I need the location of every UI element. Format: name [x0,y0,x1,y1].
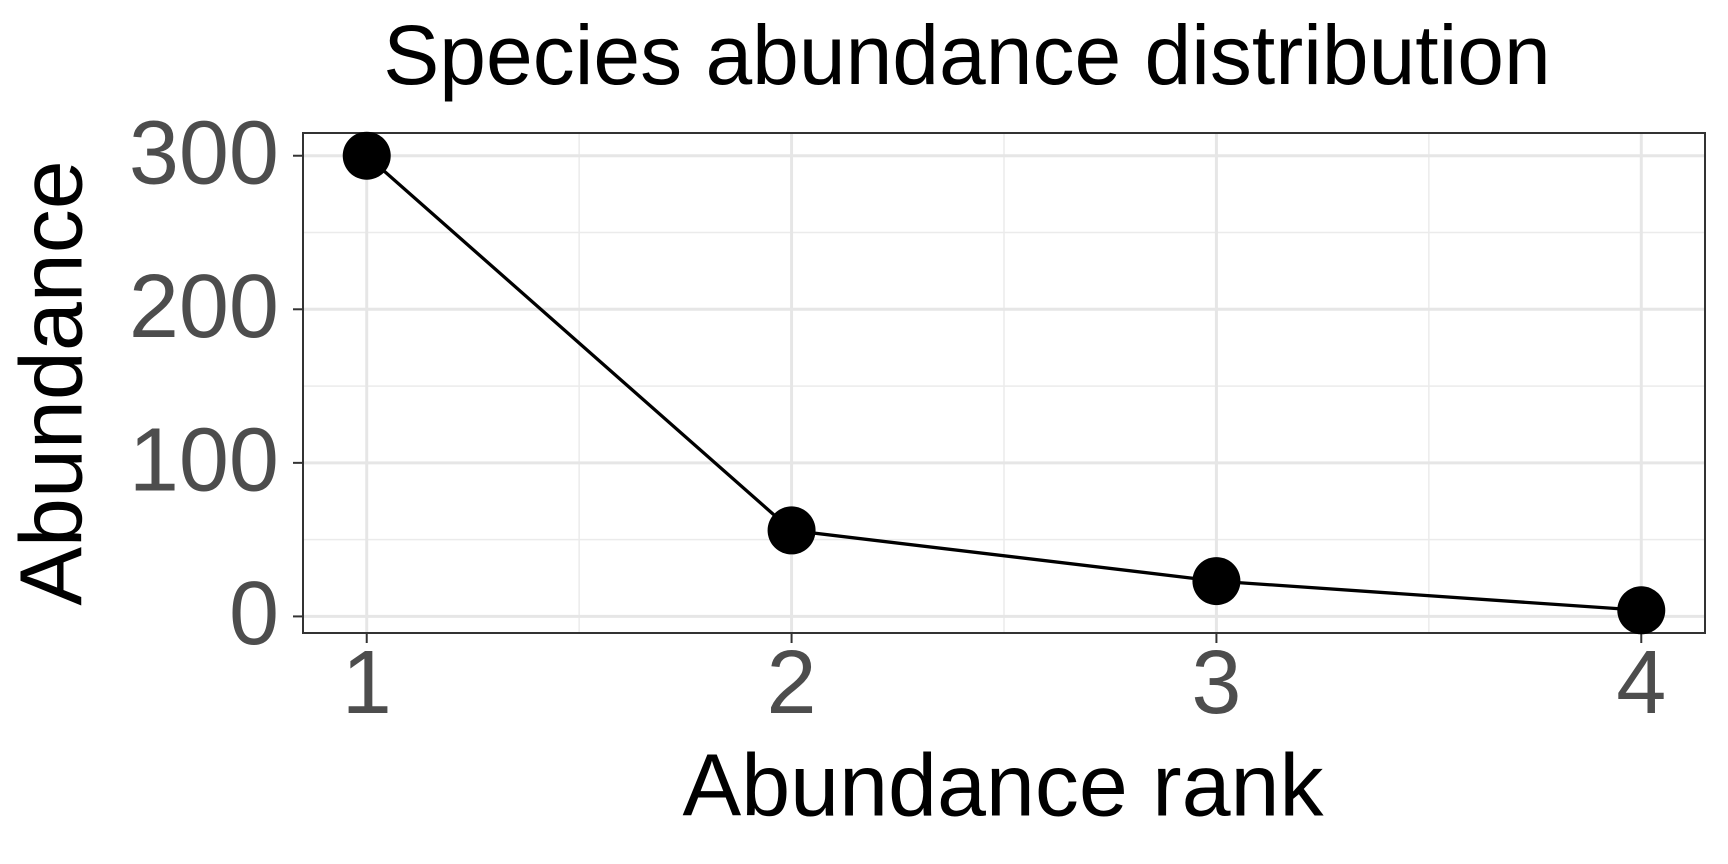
plot-panel-border [302,132,1706,634]
chart-title: Species abundance distribution [383,8,1550,102]
x-tick-label: 4 [1616,633,1666,733]
point [342,131,391,180]
x-axis-title: Abundance rank [683,735,1325,834]
x-tick-label: 1 [342,633,392,733]
line [365,154,1642,612]
x-tick-label: 2 [767,633,817,733]
y-tick-label: 300 [129,104,279,204]
y-tick-label: 0 [229,564,279,664]
y-tick-label: 200 [129,257,279,357]
point [767,506,816,555]
point [1617,586,1666,635]
point [1192,557,1241,606]
y-tick-label: 100 [129,411,279,511]
x-tick-label: 3 [1191,633,1241,733]
y-axis-title: Abundance [1,160,100,605]
